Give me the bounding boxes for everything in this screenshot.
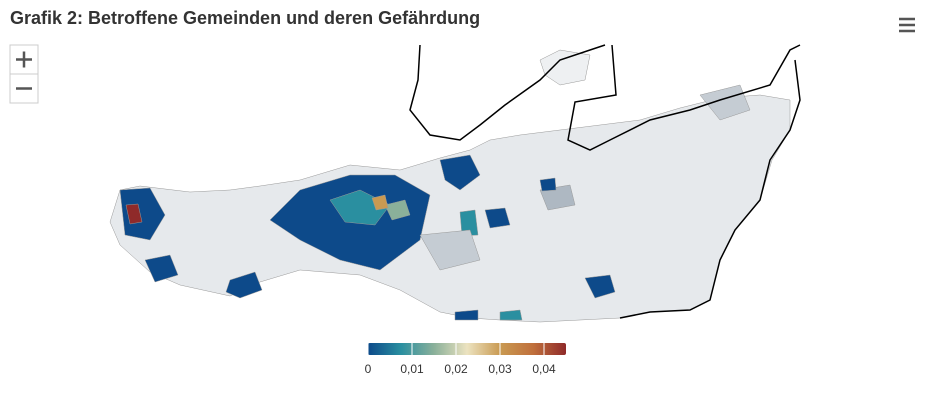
tick-label: 0,01 (400, 362, 424, 376)
tick-label: 0,03 (488, 362, 512, 376)
chart-title: Grafik 2: Betroffene Gemeinden und deren… (10, 8, 480, 28)
color-bar (368, 343, 566, 355)
color-legend: 0 0,01 0,02 0,03 0,04 (365, 343, 566, 376)
zoom-in[interactable] (9, 44, 39, 75)
map (109, 44, 801, 323)
tick-label: 0 (365, 362, 372, 376)
menu-button[interactable] (899, 17, 915, 33)
tick-label: 0,02 (444, 362, 468, 376)
tick-label: 0,04 (532, 362, 556, 376)
zoom-out[interactable] (9, 73, 39, 104)
